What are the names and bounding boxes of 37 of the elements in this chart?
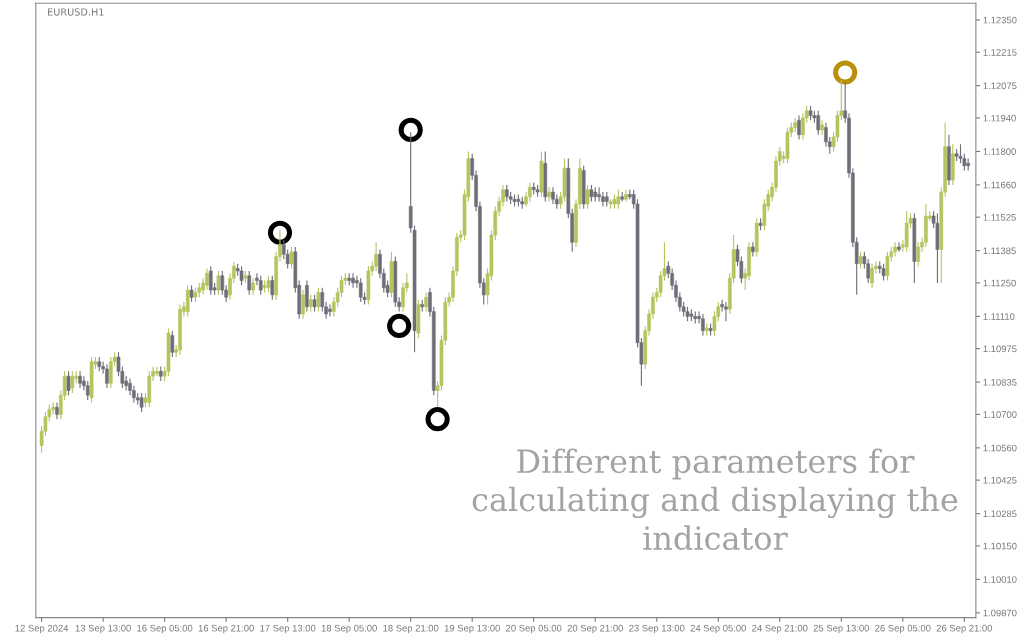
x-tick-label: 20 Sep 05:00 <box>506 624 562 634</box>
y-tick-label: 1.10975 <box>983 345 1017 353</box>
y-tick-label: 1.10560 <box>983 444 1017 452</box>
y-tick-label: 1.11800 <box>983 148 1016 155</box>
x-tick-label: 23 Sep 13:00 <box>629 624 685 634</box>
y-tick-label: 1.10285 <box>983 510 1017 518</box>
y-tick-label: 1.09870 <box>983 609 1017 617</box>
y-tick-label: 1.10010 <box>983 576 1017 583</box>
y-tick-label: 1.11660 <box>983 181 1016 189</box>
x-tick-label: 18 Sep 21:00 <box>383 624 439 634</box>
y-tick-label: 1.11525 <box>983 213 1016 221</box>
annotation: Different parameters for calculating and displaying the indicator <box>472 448 958 551</box>
x-tick-label: 12 Sep 2024 <box>15 624 69 634</box>
x-tick-label: 18 Sep 05:00 <box>321 624 377 634</box>
x-tick-label: 26 Sep 05:00 <box>875 624 931 634</box>
y-tick-label: 1.10835 <box>983 378 1017 386</box>
x-tick-label: 24 Sep 05:00 <box>690 624 746 634</box>
y-tick-label: 1.12350 <box>983 16 1017 24</box>
x-tick-label: 20 Sep 21:00 <box>567 624 623 634</box>
y-tick-label: 1.10700 <box>983 411 1017 418</box>
x-tick-label: 26 Sep 21:00 <box>936 624 993 634</box>
y-tick-label: 1.11110 <box>983 313 1015 320</box>
y-tick-label: 1.10150 <box>983 542 1017 550</box>
y-tick-label: 1.12215 <box>983 49 1017 56</box>
x-tick-label: 25 Sep 13:00 <box>813 624 870 634</box>
x-tick-label: 19 Sep 13:00 <box>444 624 500 634</box>
x-tick-label: 16 Sep 05:00 <box>137 624 193 634</box>
x-tick-label: 24 Sep 21:00 <box>752 624 808 634</box>
y-tick-label: 1.11940 <box>983 114 1016 122</box>
x-tick-label: 16 Sep 21:00 <box>198 624 254 634</box>
y-tick-label: 1.11250 <box>983 279 1016 287</box>
y-tick-label: 1.10425 <box>983 476 1017 484</box>
x-tick-label: 13 Sep 13:00 <box>75 624 131 634</box>
x-tick-label: 17 Sep 13:00 <box>260 624 316 634</box>
y-tick-label: 1.12075 <box>983 82 1017 90</box>
y-tick-label: 1.11385 <box>983 247 1016 255</box>
chart-title: EURUSD.H1 <box>48 8 104 16</box>
